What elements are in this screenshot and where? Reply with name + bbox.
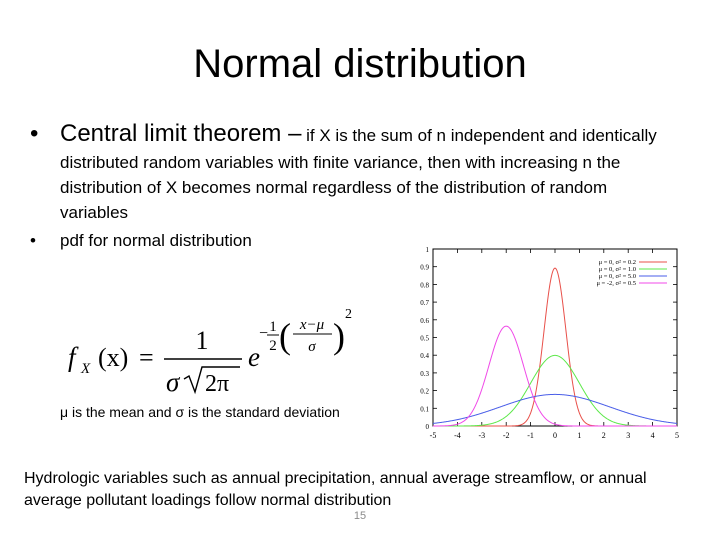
formula-numerator: 1 bbox=[196, 326, 209, 355]
normal-pdf-formula: f X (x) = 1 σ 2π e − 1 2 ( x−μ σ ) 2 bbox=[60, 303, 358, 397]
x-tick-label: 2 bbox=[602, 431, 606, 440]
bullet-central-limit-theorem: • Central limit theorem – if X is the su… bbox=[30, 118, 670, 225]
formula-half-den: 2 bbox=[269, 338, 277, 354]
formula-half-num: 1 bbox=[269, 319, 277, 335]
footer-text: Hydrologic variables such as annual prec… bbox=[24, 470, 647, 509]
x-tick-label: -5 bbox=[430, 431, 437, 440]
y-tick-label: 0.1 bbox=[420, 405, 429, 413]
formula-exponent-two: 2 bbox=[345, 307, 352, 322]
y-tick-label: 0.7 bbox=[420, 299, 429, 307]
legend-label-1: μ = 0, σ² = 0.2 bbox=[599, 259, 636, 266]
y-tick-label: 0.4 bbox=[420, 352, 429, 360]
formula-note: μ is the mean and σ is the standard devi… bbox=[60, 404, 340, 420]
formula-rparen: ) bbox=[333, 316, 345, 356]
x-tick-label: -3 bbox=[478, 431, 485, 440]
series-line-3 bbox=[432, 393, 678, 424]
legend-label-4: μ = -2, σ² = 0.5 bbox=[596, 280, 636, 287]
normal-distribution-chart: -5 -4 -3 -2 -1 0 1 2 3 4 5 0 0.1 0.2 0.3 0.4 0.5 0.6 0.7 0.… bbox=[400, 240, 685, 445]
bullet-pdf-text: pdf for normal distribution bbox=[60, 231, 252, 250]
x-tick-label: -4 bbox=[454, 431, 461, 440]
formula-argument: (x) bbox=[98, 343, 128, 372]
page-number: 15 bbox=[353, 510, 367, 522]
formula-sqrt-sign bbox=[183, 366, 240, 395]
y-tick-label: 0.8 bbox=[420, 281, 429, 289]
formula-minus: − bbox=[259, 325, 268, 342]
formula-equals: = bbox=[139, 343, 154, 372]
y-tick-label: 0.5 bbox=[420, 335, 429, 343]
formula-lparen: ( bbox=[279, 316, 291, 356]
bullet-marker: • bbox=[30, 120, 39, 147]
x-tick-label: 1 bbox=[577, 431, 581, 440]
x-tick-label: 3 bbox=[626, 431, 630, 440]
x-tick-label: -2 bbox=[503, 431, 510, 440]
formula-f: f bbox=[68, 342, 79, 372]
x-tick-label: 5 bbox=[675, 431, 679, 440]
formula-sigma: σ bbox=[166, 367, 181, 397]
formula-inner-num: x−μ bbox=[299, 317, 325, 333]
bullet-heading: Central limit theorem – bbox=[60, 120, 302, 147]
slide-title: Normal distribution bbox=[193, 42, 527, 86]
y-tick-label: 0.2 bbox=[420, 388, 429, 396]
y-tick-label: 0.6 bbox=[420, 317, 429, 325]
formula-e: e bbox=[248, 342, 260, 372]
y-tick-label: 0.3 bbox=[420, 370, 429, 378]
bullet-marker: • bbox=[30, 231, 36, 250]
y-tick-label: 0 bbox=[426, 423, 430, 431]
legend-label-3: μ = 0, σ² = 5.0 bbox=[599, 273, 636, 280]
bullet-list: • Central limit theorem – if X is the su… bbox=[30, 118, 670, 253]
bullet-body: if X is the sum of n independent and ide… bbox=[60, 126, 657, 222]
formula-two-pi: 2π bbox=[205, 371, 229, 397]
series-line-1 bbox=[433, 267, 677, 427]
formula-inner-den: σ bbox=[308, 339, 316, 355]
series-line-4 bbox=[433, 325, 677, 427]
y-tick-label: 0.9 bbox=[420, 264, 429, 272]
x-tick-label: -1 bbox=[527, 431, 534, 440]
formula-subscript: X bbox=[80, 361, 91, 377]
bullet-pdf: • pdf for normal distribution bbox=[30, 228, 670, 253]
y-tick-label: 1 bbox=[426, 246, 430, 254]
x-tick-label: 0 bbox=[553, 431, 557, 440]
x-tick-label: 4 bbox=[651, 431, 655, 440]
legend-label-2: μ = 0, σ² = 1.0 bbox=[599, 266, 636, 273]
